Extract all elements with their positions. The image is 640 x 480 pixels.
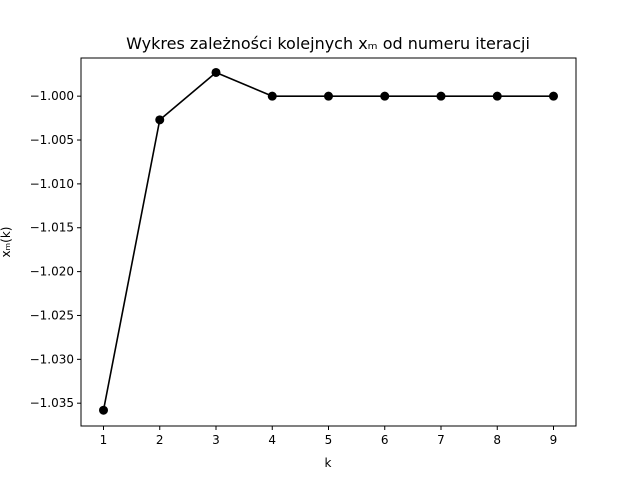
data-point [155, 115, 165, 125]
x-tick-label: 4 [268, 433, 276, 447]
y-tick-label: −1.015 [30, 221, 74, 235]
x-tick-label: 8 [493, 433, 501, 447]
y-tick-label: −1.000 [30, 89, 74, 103]
data-point [324, 91, 333, 101]
data-point [380, 91, 390, 101]
y-axis-label: xₘ(k) [0, 227, 13, 258]
y-tick-label: −1.035 [30, 396, 74, 410]
data-point [549, 91, 558, 101]
y-tick-label: −1.025 [30, 308, 74, 322]
x-tick-label: 3 [212, 433, 220, 447]
plot-area: −1.035 −1.030 −1.025 −1.020 −1.015 −1.010 −1.0… [30, 57, 577, 447]
x-tick-label: 2 [156, 433, 164, 447]
y-tick-label: −1.020 [30, 265, 74, 279]
x-tick-label: 6 [381, 433, 389, 447]
y-tick-label: −1.030 [30, 352, 74, 366]
axes-frame [80, 57, 577, 427]
data-point [267, 91, 277, 101]
x-tick-label: 5 [325, 433, 333, 447]
x-tick-label: 7 [437, 433, 445, 447]
y-tick-label: −1.005 [30, 133, 74, 147]
y-tick-label: −1.010 [30, 177, 74, 191]
x-axis-label: k [325, 456, 332, 470]
data-point [492, 91, 502, 101]
data-point [436, 91, 446, 101]
data-point [99, 405, 108, 415]
data-point [211, 67, 221, 77]
chart-title: Wykres zależności kolejnych xₘ od numeru… [126, 34, 530, 53]
x-tick-label: 1 [100, 433, 108, 447]
x-tick-label: 9 [550, 433, 558, 447]
